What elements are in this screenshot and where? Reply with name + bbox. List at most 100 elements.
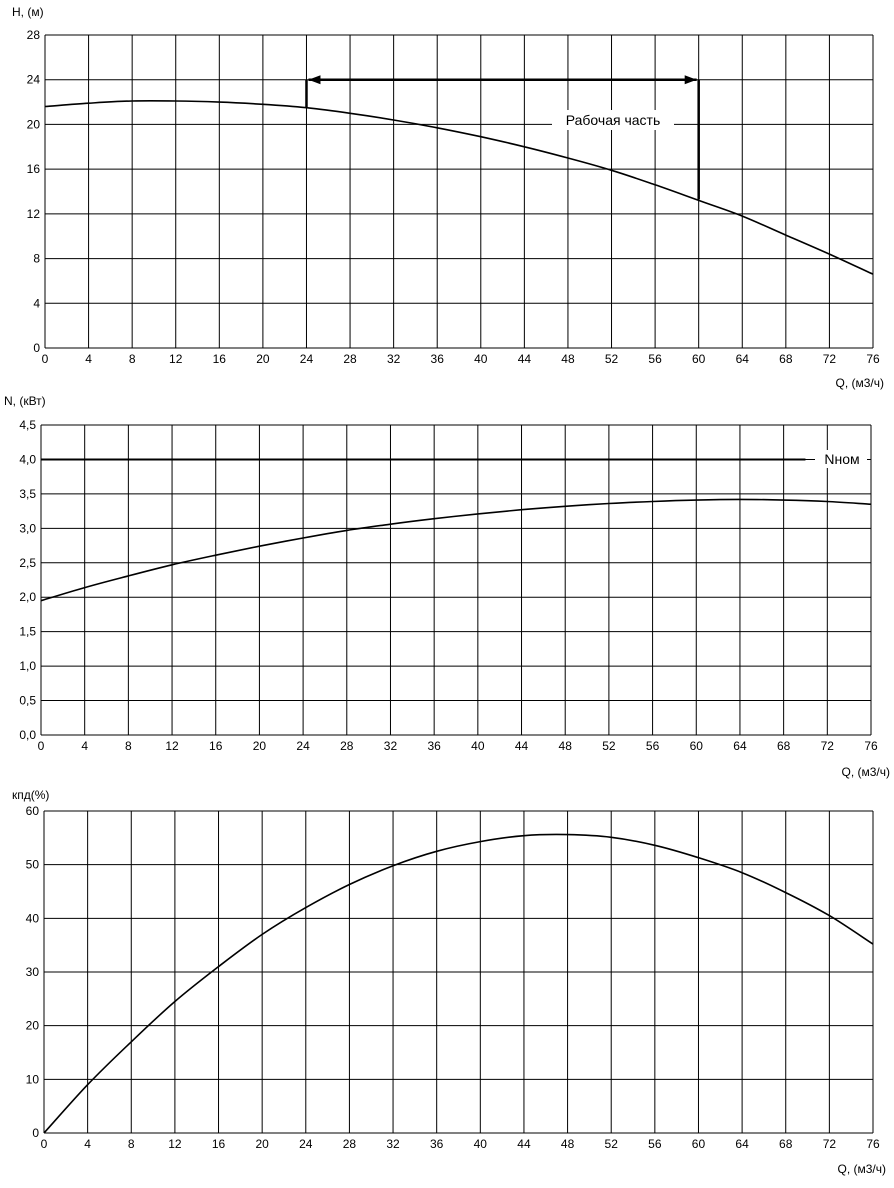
- power-tick-labels: 0 4 8 12 16 20 24 28 32 36 40 44 48 52 56 60 64 68 72 760,0…: [19, 418, 878, 753]
- head-x-tick-label: 52: [605, 352, 619, 366]
- power-y-tick-label: 3,5: [19, 487, 36, 501]
- efficiency-x-tick-label: 56: [648, 1137, 662, 1151]
- efficiency-x-tick-label: 8: [128, 1137, 135, 1151]
- power-x-tick-label: 40: [471, 739, 485, 753]
- efficiency-x-tick-label: 28: [343, 1137, 357, 1151]
- working-range-arrowhead-right: [684, 75, 697, 85]
- power-x-tick-label: 64: [733, 739, 747, 753]
- efficiency-y-tick-label: 10: [26, 1072, 40, 1086]
- head-x-tick-label: 44: [518, 352, 532, 366]
- power-x-tick-label: 20: [253, 739, 267, 753]
- efficiency-x-tick-label: 36: [430, 1137, 444, 1151]
- efficiency-x-tick-label: 0: [41, 1137, 48, 1151]
- nominal-label-background: [815, 450, 867, 468]
- efficiency-x-tick-label: 52: [605, 1137, 619, 1151]
- head-x-tick-label: 48: [561, 352, 575, 366]
- efficiency-x-tick-label: 24: [299, 1137, 313, 1151]
- head-tick-labels: 0 4 8 12 16 20 24 28 32 36 40 44 48 52 56 60 64 68 72 76048…: [27, 28, 880, 366]
- power-x-tick-label: 28: [340, 739, 354, 753]
- power-y-tick-label: 4,0: [19, 452, 36, 466]
- working-range-arrowhead-left: [308, 75, 321, 85]
- efficiency-y-tick-label: 0: [32, 1126, 39, 1140]
- power-x-tick-label: 36: [427, 739, 441, 753]
- power-x-axis-label: Q, (м3/ч): [841, 765, 890, 779]
- efficiency-curve: [43, 833, 874, 1134]
- power-y-tick-label: 2,5: [19, 556, 36, 570]
- power-series-line: [40, 498, 872, 602]
- power-x-tick-label: 48: [559, 739, 573, 753]
- working-range-label-background: [552, 110, 674, 130]
- head-curve: [44, 99, 874, 275]
- head-x-tick-label: 8: [129, 352, 136, 366]
- efficiency-x-tick-label: 32: [386, 1137, 400, 1151]
- head-x-tick-label: 0: [42, 352, 49, 366]
- efficiency-y-tick-label: 30: [26, 965, 40, 979]
- efficiency-x-tick-label: 60: [692, 1137, 706, 1151]
- head-y-tick-label: 0: [33, 341, 40, 355]
- power-grid: [40, 424, 872, 736]
- efficiency-x-tick-label: 16: [212, 1137, 226, 1151]
- power-x-tick-label: 24: [296, 739, 310, 753]
- head-x-tick-label: 12: [169, 352, 183, 366]
- head-y-tick-label: 16: [27, 162, 41, 176]
- power-x-tick-label: 4: [81, 739, 88, 753]
- power-x-tick-label: 0: [38, 739, 45, 753]
- efficiency-x-tick-label: 40: [474, 1137, 488, 1151]
- power-x-tick-label: 16: [209, 739, 223, 753]
- efficiency-y-tick-label: 40: [26, 911, 40, 925]
- efficiency-x-tick-label: 44: [517, 1137, 531, 1151]
- efficiency-x-tick-label: 4: [84, 1137, 91, 1151]
- efficiency-y-tick-label: 50: [26, 858, 40, 872]
- efficiency-x-tick-label: 12: [168, 1137, 182, 1151]
- efficiency-x-tick-label: 20: [255, 1137, 269, 1151]
- head-grid: [44, 34, 874, 349]
- head-x-tick-label: 60: [692, 352, 706, 366]
- head-x-tick-label: 24: [300, 352, 314, 366]
- head-x-tick-label: 28: [343, 352, 357, 366]
- efficiency-x-tick-label: 76: [866, 1137, 880, 1151]
- efficiency-y-axis-label: кпд(%): [12, 788, 49, 802]
- efficiency-x-tick-label: 64: [735, 1137, 749, 1151]
- efficiency-y-tick-label: 60: [26, 804, 40, 818]
- power-curve: [40, 498, 872, 602]
- power-chart: 0 4 8 12 16 20 24 28 32 36 40 44 48 52 56 60 64 68 72 760,0…: [4, 394, 890, 779]
- power-y-tick-label: 1,5: [19, 625, 36, 639]
- power-y-tick-label: 4,5: [19, 418, 36, 432]
- power-x-tick-label: 32: [384, 739, 398, 753]
- head-y-tick-label: 20: [27, 117, 41, 131]
- power-x-tick-label: 60: [690, 739, 704, 753]
- power-y-tick-label: 3,0: [19, 521, 36, 535]
- power-x-tick-label: 8: [125, 739, 132, 753]
- head-annotations: Рабочая часть: [305, 75, 700, 200]
- power-x-tick-label: 12: [165, 739, 179, 753]
- head-x-tick-label: 20: [256, 352, 270, 366]
- head-y-tick-label: 8: [33, 252, 40, 266]
- efficiency-x-tick-label: 68: [779, 1137, 793, 1151]
- nominal-power-label: Nном: [824, 451, 859, 467]
- head-x-axis-label: Q, (м3/ч): [835, 376, 884, 390]
- power-x-tick-label: 68: [777, 739, 791, 753]
- head-y-tick-label: 12: [27, 207, 41, 221]
- head-x-tick-label: 68: [779, 352, 793, 366]
- head-series-line: [44, 99, 874, 275]
- head-x-tick-label: 64: [736, 352, 750, 366]
- efficiency-x-tick-label: 72: [823, 1137, 837, 1151]
- efficiency-tick-labels: 0 4 8 12 16 20 24 28 32 36 40 44 48 52 56 60 64 68 72 76010…: [26, 804, 880, 1151]
- head-x-tick-label: 56: [648, 352, 662, 366]
- head-y-tick-label: 4: [33, 296, 40, 310]
- power-annotations: Nном: [41, 450, 867, 468]
- head-x-tick-label: 16: [213, 352, 227, 366]
- power-y-tick-label: 0,0: [19, 728, 36, 742]
- head-y-tick-label: 24: [27, 73, 41, 87]
- efficiency-grid: [43, 810, 874, 1134]
- head-x-tick-label: 4: [85, 352, 92, 366]
- power-x-tick-label: 52: [602, 739, 616, 753]
- power-y-tick-label: 1,0: [19, 659, 36, 673]
- power-x-tick-label: 72: [821, 739, 835, 753]
- head-chart: 0 4 8 12 16 20 24 28 32 36 40 44 48 52 56 60 64 68 72 76048…: [12, 5, 884, 390]
- power-y-axis-label: N, (кВт): [4, 394, 46, 408]
- working-range-label: Рабочая часть: [566, 112, 661, 128]
- power-x-tick-label: 76: [864, 739, 878, 753]
- power-x-tick-label: 56: [646, 739, 660, 753]
